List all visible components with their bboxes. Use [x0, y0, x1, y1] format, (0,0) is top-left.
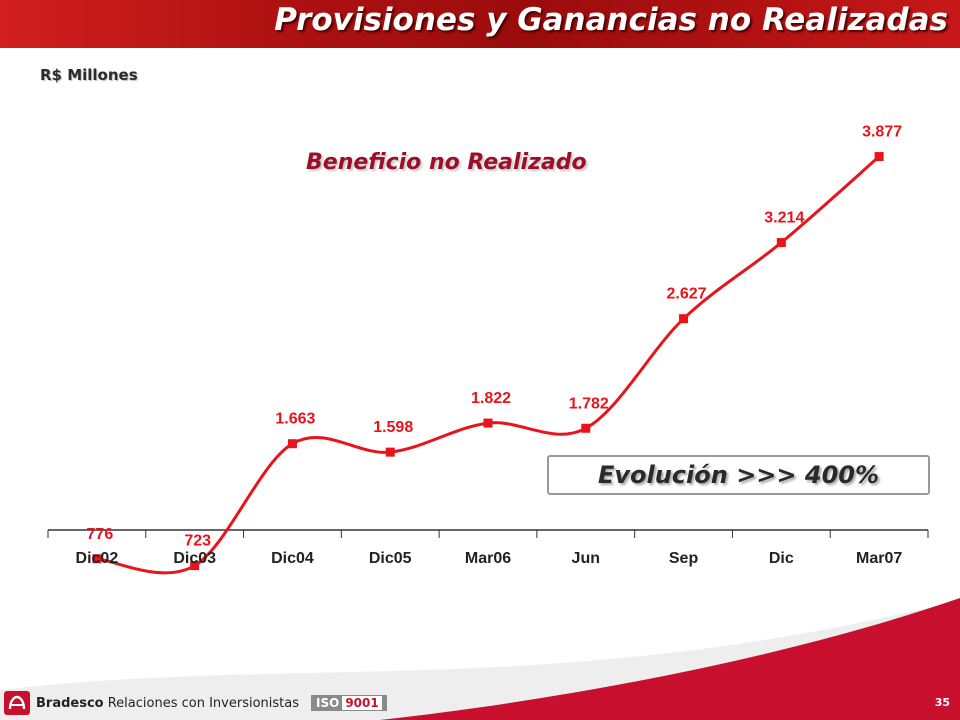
data-label-Dic04: 1.663 — [275, 411, 315, 428]
data-label-Dic02: 776 — [87, 526, 114, 543]
evolution-label: Evolución >>> 400% — [597, 461, 880, 489]
x-tick-label-Jun: Jun — [572, 550, 600, 567]
data-label-Dic05: 1.598 — [373, 419, 413, 436]
data-point-Mar07 — [874, 152, 884, 162]
evolution-box: Evolución >>> 400% — [547, 455, 930, 495]
data-point-Mar06 — [483, 418, 493, 428]
page-title: Provisiones y Ganancias no Realizadas — [274, 2, 948, 38]
x-tick-label-Dic03: Dic03 — [173, 550, 216, 567]
units-label: R$ Millones — [40, 66, 138, 84]
data-point-Dic05 — [385, 447, 395, 457]
page-number: 35 — [934, 696, 950, 709]
data-point-Dic02 — [92, 554, 102, 564]
data-point-Dic04 — [287, 439, 297, 449]
data-point-Dic03 — [190, 561, 200, 571]
data-label-Dic03: 723 — [184, 533, 211, 550]
header-bar — [0, 0, 960, 48]
data-label-Jun: 1.782 — [569, 395, 609, 412]
data-label-Dic: 3.214 — [764, 210, 804, 227]
iso-badge: ISO 9001 — [311, 695, 387, 711]
footer-brand: Bradesco — [36, 695, 104, 711]
data-label-Mar07: 3.877 — [862, 124, 902, 141]
x-tick-label-Sep: Sep — [669, 550, 699, 567]
x-tick-label-Mar06: Mar06 — [465, 550, 511, 567]
data-point-Sep — [679, 314, 689, 324]
bradesco-logo-icon — [4, 691, 30, 715]
data-label-Sep: 2.627 — [667, 286, 707, 303]
x-tick-label-Dic05: Dic05 — [369, 550, 412, 567]
x-tick-label-Mar07: Mar07 — [856, 550, 902, 567]
series-line — [96, 155, 881, 575]
data-point-Dic — [776, 238, 786, 248]
x-tick-label-Dic: Dic — [769, 550, 794, 567]
data-point-Jun — [581, 423, 591, 433]
data-label-Mar06: 1.822 — [471, 390, 511, 407]
footer: Bradesco Relaciones con Inversionistas I… — [4, 691, 387, 715]
x-tick-label-Dic04: Dic04 — [271, 550, 314, 567]
x-tick-label-Dic02: Dic02 — [76, 550, 119, 567]
chart-title: Beneficio no Realizado — [306, 150, 587, 175]
footer-text: Relaciones con Inversionistas — [107, 695, 299, 711]
